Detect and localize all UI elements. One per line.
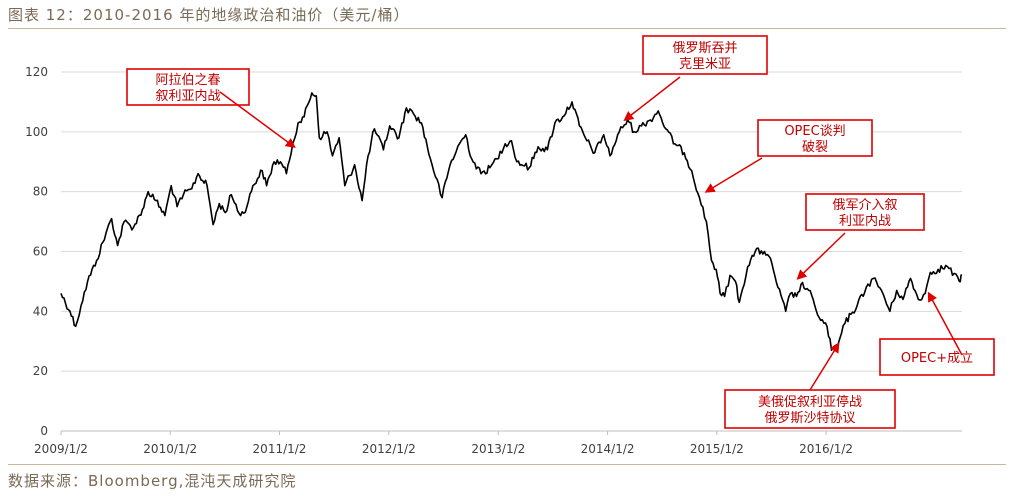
x-tick-label: 2013/1/2 bbox=[471, 442, 525, 456]
x-tick-label: 2014/1/2 bbox=[581, 442, 635, 456]
source-note: 数据来源：Bloomberg,混沌天成研究院 bbox=[8, 472, 297, 490]
y-tick-label: 80 bbox=[33, 185, 48, 199]
annotation-text: 俄罗斯沙特协议 bbox=[764, 411, 855, 426]
bottom-rule bbox=[8, 464, 1006, 465]
annotation: OPEC+成立 bbox=[879, 291, 995, 376]
x-tick-label: 2009/1/2 bbox=[34, 442, 88, 456]
y-tick-label: 20 bbox=[33, 364, 48, 378]
annotation-arrow bbox=[796, 232, 846, 280]
annotation-arrow bbox=[219, 91, 296, 148]
x-tick-label: 2012/1/2 bbox=[362, 442, 416, 456]
annotation-box bbox=[805, 193, 925, 231]
annotation-text: 美俄促叙利亚停战 bbox=[758, 394, 862, 410]
y-tick-label: 100 bbox=[25, 125, 48, 139]
annotation-text: 俄罗斯吞并 bbox=[672, 41, 737, 56]
x-tick-label: 2016/1/2 bbox=[799, 442, 853, 456]
y-tick-label: 0 bbox=[40, 424, 48, 438]
annotation-text: 俄军介入叙 bbox=[832, 198, 897, 213]
annotation-box bbox=[757, 119, 873, 157]
annotation-arrow bbox=[927, 291, 963, 356]
annotation-text: OPEC谈判 bbox=[784, 124, 845, 139]
annotation-arrow bbox=[809, 342, 840, 391]
figure-title: 图表 12：2010-2016 年的地缘政治和油价（美元/桶） bbox=[8, 6, 410, 24]
x-tick-label: 2011/1/2 bbox=[253, 442, 307, 456]
annotation-text: OPEC+成立 bbox=[901, 351, 973, 366]
annotation-layer: 阿拉伯之春叙利亚内战俄罗斯吞并克里米亚OPEC谈判破裂俄军介入叙利亚内战OPEC… bbox=[126, 35, 995, 429]
x-tick-label: 2010/1/2 bbox=[143, 442, 197, 456]
y-tick-label: 60 bbox=[33, 245, 48, 259]
annotation-box bbox=[642, 35, 768, 75]
series-layer bbox=[60, 92, 963, 351]
y-tick-label: 120 bbox=[25, 65, 48, 79]
annotation-box bbox=[879, 338, 995, 376]
annotation-text: 叙利亚内战 bbox=[155, 88, 220, 104]
x-tick-label: 2015/1/2 bbox=[690, 442, 744, 456]
annotation-text: 破裂 bbox=[802, 140, 828, 155]
annotation-text: 克里米亚 bbox=[679, 57, 731, 72]
axis-layer: 0 20 40 60 80 100 120 2009/1/2 2010/1/2 2011/1/2 2… bbox=[25, 65, 962, 456]
price-line bbox=[60, 92, 963, 351]
annotation-arrow bbox=[623, 76, 681, 122]
annotation-text: 利亚内战 bbox=[839, 213, 891, 229]
grid-layer bbox=[61, 71, 962, 372]
annotation-text: 阿拉伯之春 bbox=[155, 73, 220, 88]
y-tick-label: 40 bbox=[33, 304, 48, 318]
annotation-arrow bbox=[704, 157, 763, 193]
top-rule bbox=[8, 28, 1006, 29]
